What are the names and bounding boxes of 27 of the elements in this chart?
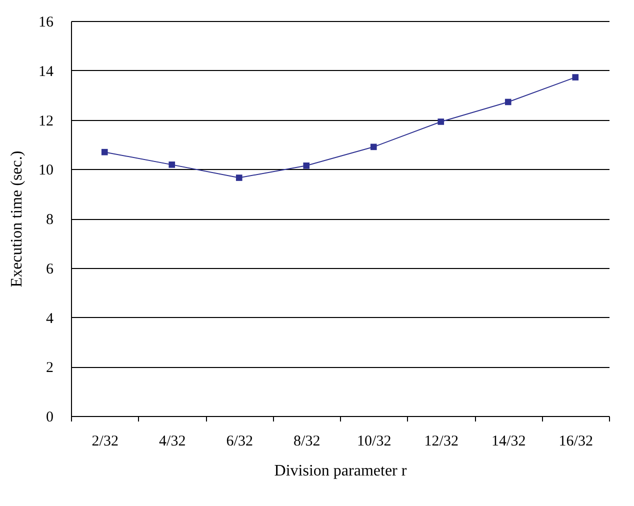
- y-tick-label: 4: [46, 310, 54, 327]
- point: [504, 98, 512, 106]
- x-axis-title: Division parameter r: [274, 462, 408, 480]
- x-tick-label: 8/32: [294, 434, 320, 450]
- x-tick-label: 16/32: [558, 434, 593, 450]
- y-tick-label: 12: [38, 113, 54, 130]
- x-tick-label: 2/32: [92, 434, 118, 450]
- y-tick-label: 8: [46, 212, 54, 228]
- x-tick-label: 12/32: [424, 434, 458, 450]
- x-tick-label: 4/32: [159, 434, 186, 450]
- point: [438, 118, 444, 125]
- point: [101, 148, 108, 156]
- point: [370, 144, 377, 150]
- point: [572, 74, 579, 80]
- x-tick-label: 14/32: [492, 434, 526, 450]
- point: [236, 174, 242, 181]
- y-tick-label: 0: [46, 410, 54, 426]
- y-tick-label: 16: [38, 14, 54, 30]
- y-tick-label: 14: [38, 64, 54, 80]
- y-tick-label: 6: [46, 261, 54, 278]
- x-tick-label: 10/32: [357, 434, 392, 450]
- point: [168, 162, 176, 168]
- x-tick-label: 6/32: [226, 434, 253, 450]
- y-tick-label: 10: [38, 162, 54, 179]
- y-tick-label: 2: [46, 360, 54, 376]
- point: [303, 162, 310, 169]
- y-axis-title: Execution time (sec.): [8, 150, 26, 288]
